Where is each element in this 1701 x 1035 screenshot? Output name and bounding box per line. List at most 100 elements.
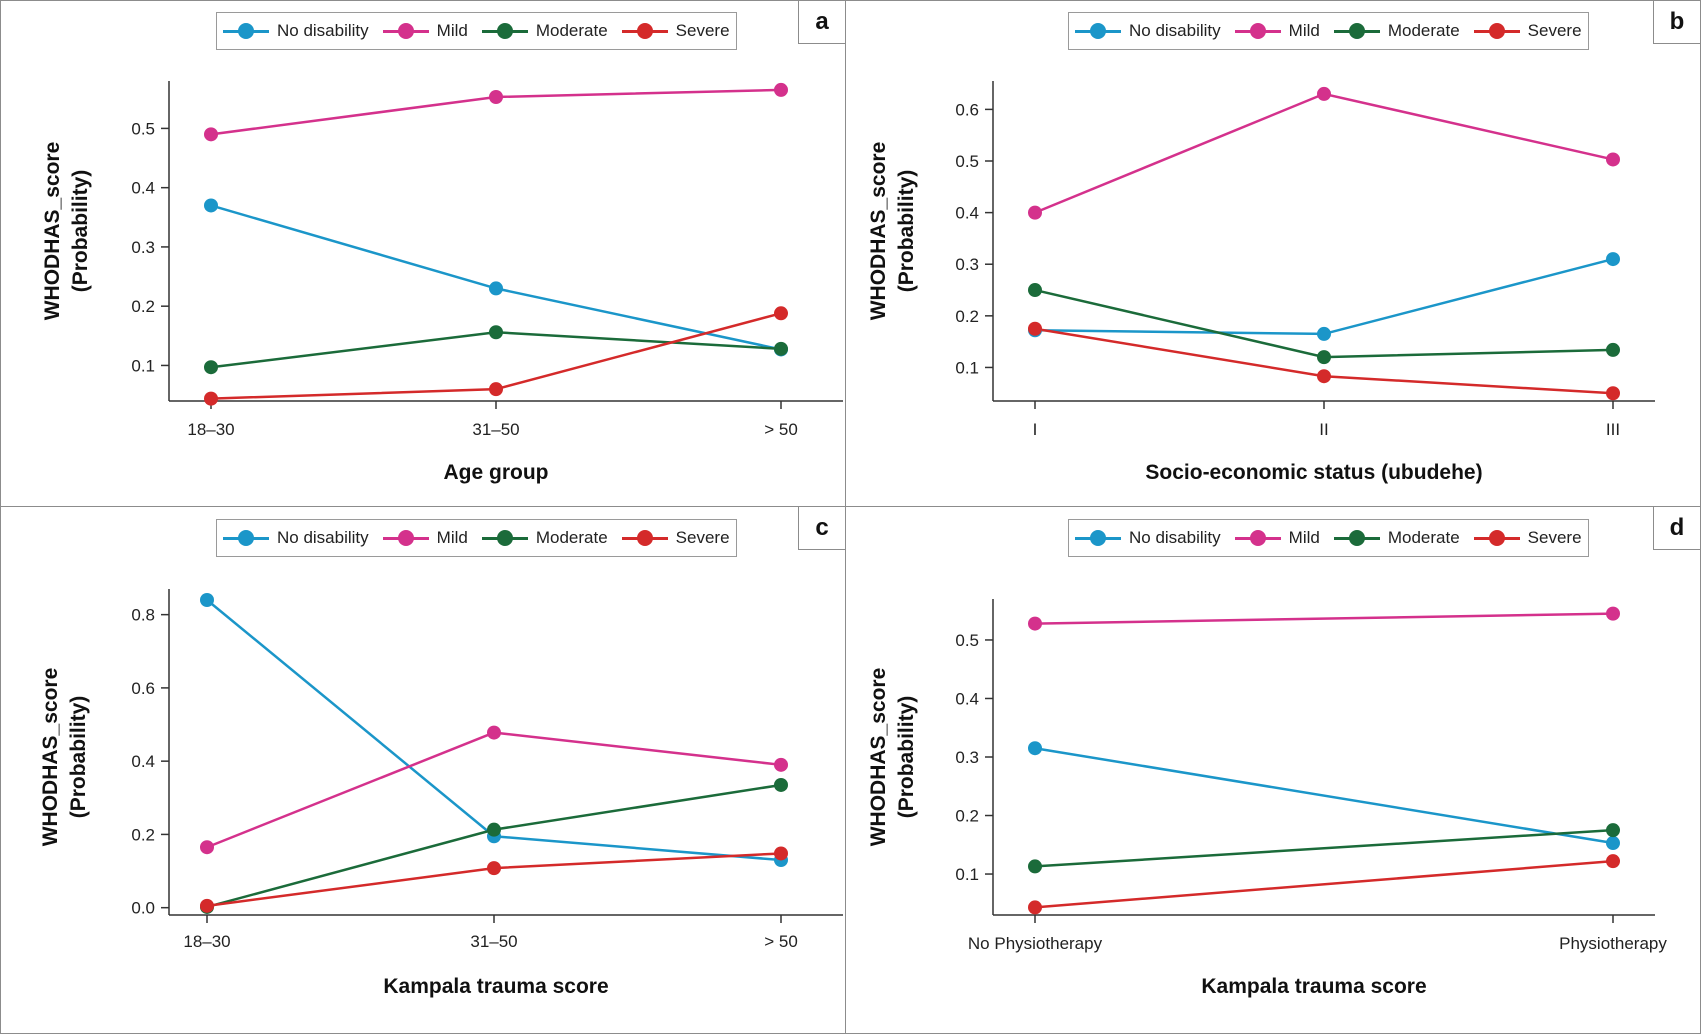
data-point-moderate (204, 360, 218, 375)
legend-item-mild: Mild (1234, 528, 1320, 548)
legend-swatch (1234, 23, 1281, 39)
panel-letter-b: b (1653, 0, 1701, 44)
legend-item-moderate: Moderate (481, 528, 608, 548)
data-point-mild (1028, 205, 1042, 220)
legend-swatch (621, 23, 668, 39)
legend-item-severe: Severe (1473, 528, 1582, 548)
data-point-mild (489, 90, 503, 104)
data-point-severe (200, 898, 214, 913)
y-tick-label: 0.6 (131, 679, 155, 698)
y-axis-title-line2: (Probability) (69, 170, 92, 293)
data-point-mild (1606, 606, 1620, 621)
legend-dot (1090, 23, 1106, 39)
x-tick-label: 31–50 (470, 932, 517, 951)
data-point-mild (204, 127, 218, 142)
series-line-moderate (1034, 828, 1614, 868)
series-line-no-disability (1034, 257, 1614, 336)
legend-item-no-disability: No disability (1075, 21, 1221, 41)
data-point-moderate (1028, 283, 1042, 298)
data-point-no-disability (204, 198, 218, 213)
series-line-severe (1034, 859, 1614, 909)
data-point-mild (487, 725, 501, 740)
legend-item-moderate: Moderate (1333, 528, 1460, 548)
data-point-mild (774, 82, 788, 97)
legend-dot (636, 23, 653, 39)
panel-a: 0.1 0.2 0.3 0.4 0.5 18–30 31–50 > 50 Age group WH… (0, 0, 846, 507)
series-line-moderate (1034, 288, 1614, 359)
y-axis-title-line1: WHODHAS_score (867, 142, 890, 321)
y-tick-label: 0.4 (955, 689, 979, 708)
legend-dot (1348, 23, 1365, 39)
data-point-severe (1606, 386, 1620, 401)
data-point-mild (1028, 616, 1042, 631)
y-tick-label: 0.1 (955, 358, 979, 377)
legend-label: Mild (1288, 528, 1320, 547)
x-tick-label: 18–30 (187, 420, 234, 439)
legend-swatch (1473, 23, 1520, 39)
legend-dot (1488, 530, 1505, 546)
data-point-moderate (774, 341, 788, 356)
legend-label: Moderate (1387, 528, 1460, 547)
data-point-mild (200, 840, 214, 855)
legend-dot (1348, 530, 1365, 546)
x-tick-label: 31–50 (472, 420, 519, 439)
data-point-severe (1317, 369, 1331, 384)
legend-dot (238, 530, 254, 546)
y-tick-label: 0.5 (131, 119, 155, 138)
legend-swatch (382, 530, 429, 546)
y-tick-label: 0.4 (955, 204, 979, 223)
legend-item-mild: Mild (382, 21, 468, 41)
data-point-no-disability (489, 281, 503, 296)
series-line-mild (1034, 92, 1614, 214)
legend-item-moderate: Moderate (481, 21, 608, 41)
legend-dot (397, 530, 414, 546)
data-point-severe (774, 306, 788, 321)
legend-swatch (481, 23, 528, 39)
legend-dot (496, 530, 513, 546)
series-line-moderate (206, 783, 782, 909)
legend-label: No disability (277, 528, 369, 547)
legend-dot (1249, 23, 1266, 39)
x-tick-label: > 50 (764, 420, 798, 439)
y-tick-label: 0.5 (955, 152, 979, 171)
data-point-no-disability (1028, 741, 1042, 756)
plot-c: 0.0 0.2 0.4 0.6 0.8 18–30 31–50 > 50 Kampala tra… (39, 589, 843, 998)
legend-label: No disability (277, 21, 369, 40)
legend-swatch (223, 23, 269, 39)
legend-d: No disability Mild Moderate Severe (1068, 519, 1589, 557)
legend-swatch (1075, 530, 1121, 546)
legend-label: Severe (675, 528, 730, 547)
legend-label: Severe (1527, 528, 1582, 547)
data-point-mild (1606, 152, 1620, 167)
data-point-severe (204, 391, 218, 406)
x-tick-label: III (1606, 420, 1620, 439)
data-point-severe (1606, 854, 1620, 869)
legend-item-mild: Mild (382, 528, 468, 548)
y-tick-label: 0.3 (131, 238, 155, 257)
legend-dot (636, 530, 653, 546)
legend-item-mild: Mild (1234, 21, 1320, 41)
data-point-severe (1028, 900, 1042, 915)
x-axis-title: Kampala trauma score (1201, 975, 1426, 998)
data-point-severe (487, 861, 501, 876)
y-tick-label: 0.2 (131, 825, 155, 844)
data-point-moderate (487, 822, 501, 837)
y-axis-title-line1: WHODHAS_score (41, 142, 64, 321)
y-tick-label: 0.4 (131, 752, 155, 771)
legend-item-severe: Severe (621, 528, 730, 548)
data-point-no-disability (200, 592, 214, 607)
panel-b: 0.1 0.2 0.3 0.4 0.5 0.6 I II III Socio-economic s… (845, 0, 1701, 507)
legend-swatch (382, 23, 429, 39)
legend-item-severe: Severe (621, 21, 730, 41)
series-line-no-disability (1034, 746, 1614, 845)
data-point-severe (774, 846, 788, 861)
legend-label: Moderate (535, 21, 608, 40)
y-tick-label: 0.5 (955, 631, 979, 650)
x-axis-title: Socio-economic status (ubudehe) (1145, 461, 1482, 484)
y-axis-title-line2: (Probability) (895, 696, 918, 819)
y-axis-title-line2: (Probability) (67, 696, 90, 819)
legend-swatch (1333, 23, 1380, 39)
legend-c: No disability Mild Moderate Severe (216, 519, 737, 557)
legend-label: No disability (1129, 21, 1221, 40)
legend-label: Mild (436, 21, 468, 40)
